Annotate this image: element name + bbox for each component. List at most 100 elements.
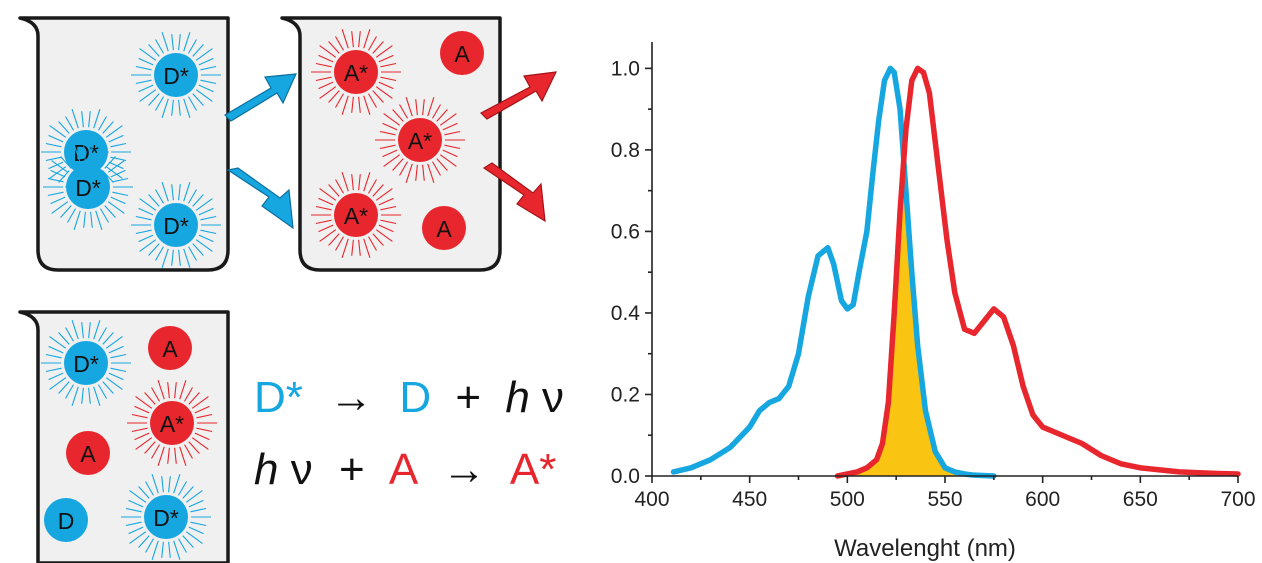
ray — [102, 381, 114, 394]
x-tick-label: 650 — [1123, 488, 1158, 511]
ray — [48, 345, 64, 354]
molecule-label: D* — [163, 213, 189, 239]
molecule-label: A — [436, 216, 452, 242]
x-tick-label: 400 — [634, 488, 669, 511]
ray — [196, 413, 213, 419]
acceptor-excited-molecule: A* — [311, 172, 401, 258]
eq2-reactant: A — [389, 445, 419, 494]
ray — [341, 29, 349, 49]
molecule-circle — [422, 206, 466, 250]
ray — [155, 246, 164, 261]
emission-rays — [41, 320, 131, 406]
donor-arrows — [224, 73, 297, 230]
ray — [198, 84, 214, 93]
ray — [105, 125, 123, 138]
ray — [195, 239, 213, 252]
molecule-circle — [148, 326, 192, 370]
ray — [191, 437, 209, 450]
x-tick-label: 450 — [732, 488, 767, 511]
ray — [380, 219, 397, 225]
ray — [151, 387, 160, 402]
ray — [198, 207, 214, 216]
ray — [183, 32, 191, 52]
ray — [145, 538, 154, 553]
ray — [98, 116, 107, 131]
ray — [319, 229, 337, 242]
ray — [174, 382, 177, 399]
ray — [415, 99, 418, 116]
equation-donor-emission: D* → D + h ν — [254, 373, 564, 422]
ray — [100, 208, 109, 223]
ray — [439, 154, 457, 167]
ray — [335, 93, 344, 108]
ray — [442, 149, 458, 158]
ray — [157, 446, 165, 466]
ray — [73, 144, 81, 164]
ray — [134, 405, 150, 414]
ray — [378, 197, 394, 206]
ray — [439, 113, 457, 126]
chart-series — [670, 65, 1241, 479]
ray — [427, 97, 435, 117]
ray — [168, 476, 171, 493]
ray — [179, 380, 187, 400]
ray — [151, 540, 159, 560]
ray — [48, 161, 64, 170]
ray — [195, 198, 213, 211]
x-tick-label: 600 — [1025, 488, 1060, 511]
ray — [110, 196, 126, 205]
molecule-circle — [334, 193, 378, 237]
eq2-arrow: → — [442, 445, 486, 494]
acceptor-excited-molecule: A* — [127, 380, 217, 466]
ray — [58, 121, 70, 134]
ray — [392, 158, 404, 171]
arrow-icon — [480, 71, 558, 120]
ray — [45, 353, 62, 359]
ray — [90, 146, 93, 163]
eq1-plus: + — [455, 373, 481, 422]
ray — [178, 34, 181, 51]
ray — [93, 109, 101, 129]
ray — [372, 233, 384, 246]
donor-excited-molecule: D* — [41, 320, 131, 406]
molecule-label: A* — [408, 128, 432, 154]
ray — [148, 44, 160, 57]
ray — [368, 179, 377, 194]
ray — [102, 332, 114, 345]
ray — [192, 194, 204, 207]
emission-rays — [375, 97, 465, 183]
ray — [60, 156, 72, 169]
ray — [328, 184, 340, 197]
ray — [190, 507, 207, 513]
ray — [380, 76, 397, 82]
donor-molecule: D — [44, 498, 88, 542]
ray — [128, 499, 144, 508]
ray — [167, 447, 170, 464]
ray — [319, 86, 337, 99]
ray — [341, 238, 349, 258]
ray — [192, 243, 204, 256]
ray — [93, 386, 101, 406]
ray — [71, 386, 79, 406]
emission-rays — [311, 172, 401, 258]
ray — [188, 39, 197, 54]
ray — [135, 79, 152, 85]
molecule-label: A* — [344, 60, 368, 86]
ray — [83, 211, 86, 228]
arrow-icon — [224, 73, 297, 122]
eq2-plus: + — [339, 445, 365, 494]
ray — [318, 81, 334, 90]
ray — [48, 134, 64, 143]
ray — [107, 160, 125, 173]
ray — [112, 177, 129, 183]
ray — [194, 432, 210, 441]
y-tick-label: 0.0 — [611, 465, 640, 488]
ray — [427, 163, 435, 183]
ray — [315, 219, 332, 225]
donor-excited-molecule: D* — [131, 182, 221, 268]
ray — [183, 98, 191, 118]
donor-excited-molecule: D* — [121, 474, 211, 560]
acceptor-beaker: A* A A* A* A — [280, 16, 502, 272]
ray — [358, 239, 361, 256]
